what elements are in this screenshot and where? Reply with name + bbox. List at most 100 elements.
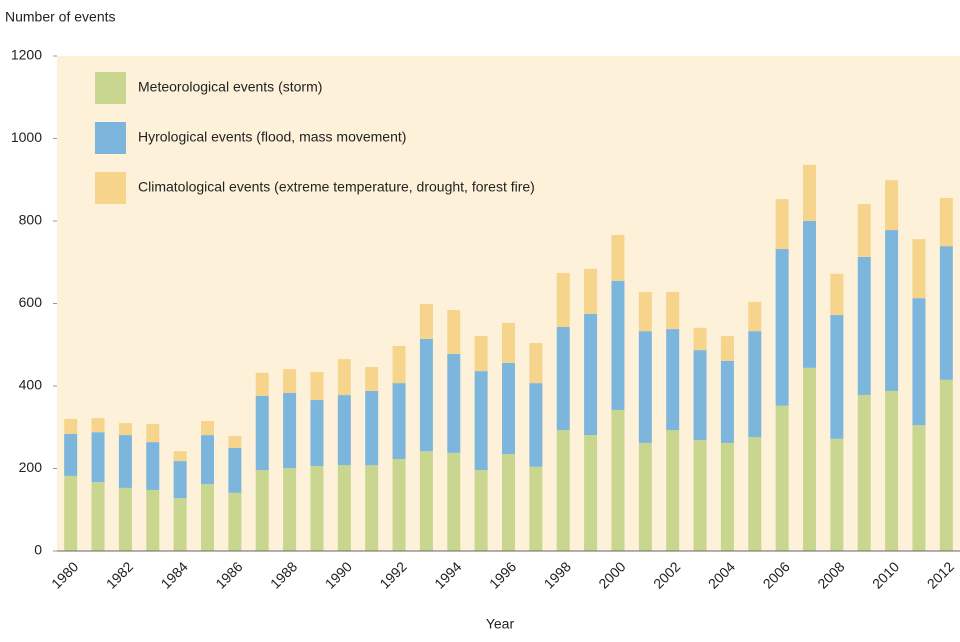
bar-segment	[857, 395, 871, 551]
bar-segment	[201, 484, 214, 551]
bar-segment	[91, 432, 105, 483]
y-axis-title: Number of events	[5, 9, 116, 25]
bar-segment	[830, 438, 844, 551]
x-tick-label: 2004	[705, 558, 738, 591]
bar-segment	[419, 303, 433, 339]
bar-segment	[638, 331, 652, 443]
bar-segment	[502, 362, 515, 455]
legend-swatch	[95, 172, 126, 204]
bar-segment	[803, 367, 816, 551]
bar-segment	[64, 475, 78, 551]
bar-segment	[91, 482, 105, 551]
y-tick-label: 400	[19, 377, 43, 393]
bar-segment	[337, 395, 351, 466]
bar-segment	[146, 489, 160, 551]
bar-segment	[474, 336, 488, 372]
bar-segment	[91, 418, 105, 433]
legend-label: Hyrological events (flood, mass movement…	[138, 129, 406, 145]
bar-segment	[638, 291, 652, 332]
bar-segment	[912, 425, 926, 551]
bar-segment	[419, 451, 433, 551]
bar-segment	[64, 419, 78, 434]
bar-segment	[447, 310, 461, 354]
bar-segment	[118, 487, 132, 551]
x-tick-label: 1992	[376, 558, 409, 591]
bar-segment	[720, 336, 734, 361]
bar-segment	[283, 369, 297, 394]
bar-segment	[502, 322, 515, 363]
bar-segment	[885, 180, 899, 231]
x-tick-label: 2000	[595, 558, 628, 591]
bar-segment	[201, 435, 214, 485]
bar-segment	[857, 256, 871, 396]
bar-segment	[255, 395, 269, 471]
bar-segment	[201, 421, 214, 436]
bar-segment	[830, 315, 844, 439]
bar-segment	[255, 470, 269, 551]
bar-segment	[584, 313, 598, 436]
bar-segment	[611, 409, 625, 551]
bar-segment	[146, 423, 160, 443]
y-tick-label: 600	[19, 294, 43, 310]
bar-segment	[556, 430, 570, 551]
bar-segment	[118, 423, 132, 436]
bar-segment	[337, 359, 351, 396]
bar-segment	[529, 383, 543, 467]
bar-segment	[447, 353, 461, 453]
legend-swatch	[95, 72, 126, 104]
bar-segment	[912, 298, 926, 426]
legend-label: Climatological events (extreme temperatu…	[138, 179, 535, 195]
bar-segment	[228, 435, 242, 448]
x-tick-label: 1994	[431, 558, 464, 591]
x-tick-label: 1996	[486, 558, 519, 591]
bar-segment	[939, 379, 953, 551]
bar-segment	[173, 451, 187, 462]
bar-segment	[693, 440, 707, 551]
bar-segment	[584, 435, 598, 551]
y-tick-label: 0	[34, 542, 42, 558]
bar-segment	[666, 291, 680, 330]
bar-segment	[365, 390, 379, 466]
bar-segment	[720, 360, 734, 443]
bar-segment	[118, 435, 132, 488]
bar-segment	[775, 249, 789, 406]
bar-segment	[283, 393, 297, 469]
x-tick-label: 1998	[541, 558, 574, 591]
bar-segment	[392, 383, 406, 460]
x-tick-label: 2006	[760, 558, 793, 591]
x-tick-label: 1984	[158, 558, 191, 591]
bar-segment	[474, 470, 488, 551]
x-tick-label: 1986	[212, 558, 245, 591]
bar-segment	[64, 433, 78, 476]
bar-segment	[693, 327, 707, 351]
bar-segment	[173, 461, 187, 499]
y-tick-label: 200	[19, 459, 43, 475]
bar-segment	[885, 230, 899, 391]
bar-segment	[337, 465, 351, 551]
bar-segment	[857, 204, 871, 257]
bar-segment	[803, 221, 816, 368]
bar-segment	[748, 437, 762, 551]
bar-segment	[584, 268, 598, 314]
bar-segment	[173, 498, 187, 551]
x-tick-label: 1988	[267, 558, 300, 591]
y-tick-label: 800	[19, 212, 43, 228]
bar-segment	[939, 197, 953, 247]
bar-segment	[365, 465, 379, 551]
x-tick-label: 2008	[814, 558, 847, 591]
bar-segment	[666, 329, 680, 431]
x-tick-label: 2010	[869, 558, 902, 591]
x-axis-title: Year	[486, 616, 515, 632]
bar-segment	[939, 246, 953, 380]
bar-segment	[611, 235, 625, 281]
x-tick-label: 2012	[924, 558, 957, 591]
bar-segment	[255, 372, 269, 396]
bar-segment	[502, 454, 515, 551]
y-tick-label: 1000	[11, 129, 42, 145]
bar-segment	[392, 345, 406, 384]
bar-segment	[283, 468, 297, 551]
bar-segment	[228, 492, 242, 551]
bar-segment	[529, 343, 543, 384]
y-tick-label: 1200	[11, 47, 42, 63]
